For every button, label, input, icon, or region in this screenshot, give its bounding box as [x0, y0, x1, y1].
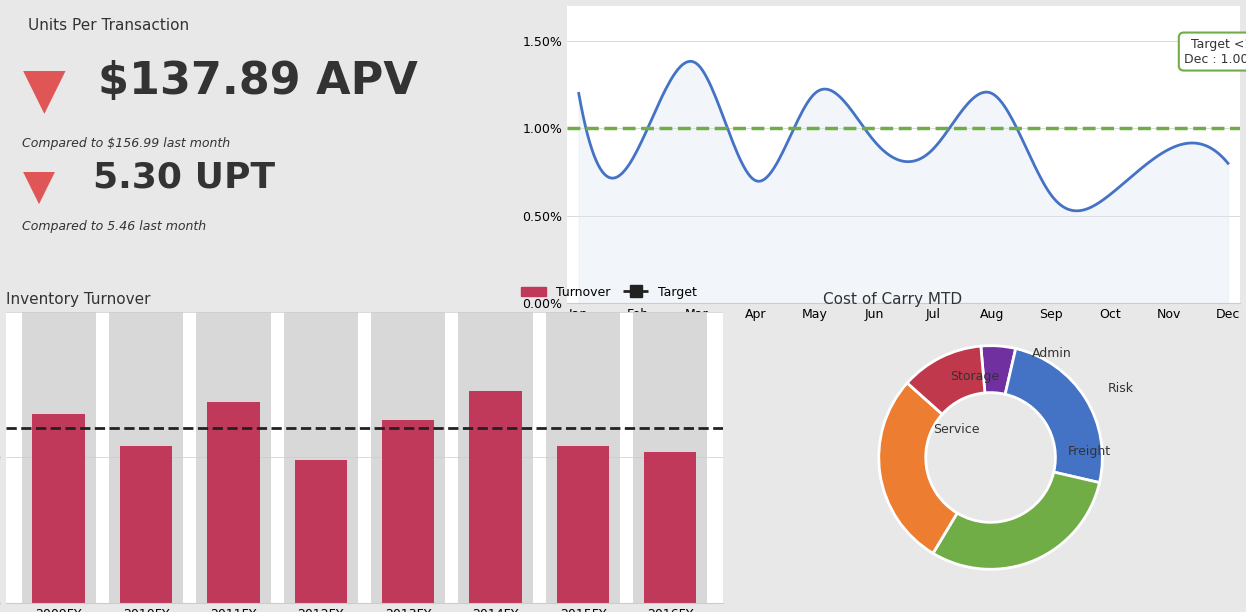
Wedge shape [981, 346, 1015, 394]
Bar [207, 402, 259, 603]
Wedge shape [907, 346, 984, 414]
Text: Compared to $156.99 last month: Compared to $156.99 last month [22, 136, 231, 150]
Bar [120, 446, 172, 603]
Text: Inventory Turnover: Inventory Turnover [6, 292, 151, 307]
Text: Admin: Admin [1032, 347, 1072, 360]
Wedge shape [1006, 348, 1103, 483]
Text: 5.30 UPT: 5.30 UPT [93, 160, 275, 195]
Text: Storage: Storage [951, 370, 999, 384]
Bar [197, 312, 270, 603]
Text: Risk: Risk [1108, 382, 1134, 395]
Text: Freight: Freight [1068, 446, 1110, 458]
Bar [294, 460, 346, 603]
Text: Cost of Carry MTD: Cost of Carry MTD [822, 292, 962, 307]
Text: % Out of Stock Items: % Out of Stock Items [567, 0, 729, 1]
Text: ▼: ▼ [22, 166, 55, 209]
Bar [383, 420, 435, 603]
Bar [470, 390, 522, 603]
Bar [108, 312, 183, 603]
Bar [459, 312, 532, 603]
Text: Units Per Transaction: Units Per Transaction [27, 18, 189, 33]
Wedge shape [878, 383, 957, 553]
Bar [21, 312, 96, 603]
Bar [284, 312, 358, 603]
Text: ▼: ▼ [22, 65, 65, 119]
Bar [546, 312, 621, 603]
Text: $137.89 APV: $137.89 APV [98, 59, 419, 103]
Text: Service: Service [933, 423, 979, 436]
Legend: Turnover, Target: Turnover, Target [516, 280, 701, 304]
Wedge shape [933, 472, 1099, 569]
Bar [32, 414, 85, 603]
Bar [557, 446, 609, 603]
Bar [644, 452, 697, 603]
Bar [371, 312, 445, 603]
Text: Target <1
Dec : 1.00%: Target <1 Dec : 1.00% [1184, 37, 1246, 65]
Bar [633, 312, 708, 603]
Text: Compared to 5.46 last month: Compared to 5.46 last month [22, 220, 207, 233]
